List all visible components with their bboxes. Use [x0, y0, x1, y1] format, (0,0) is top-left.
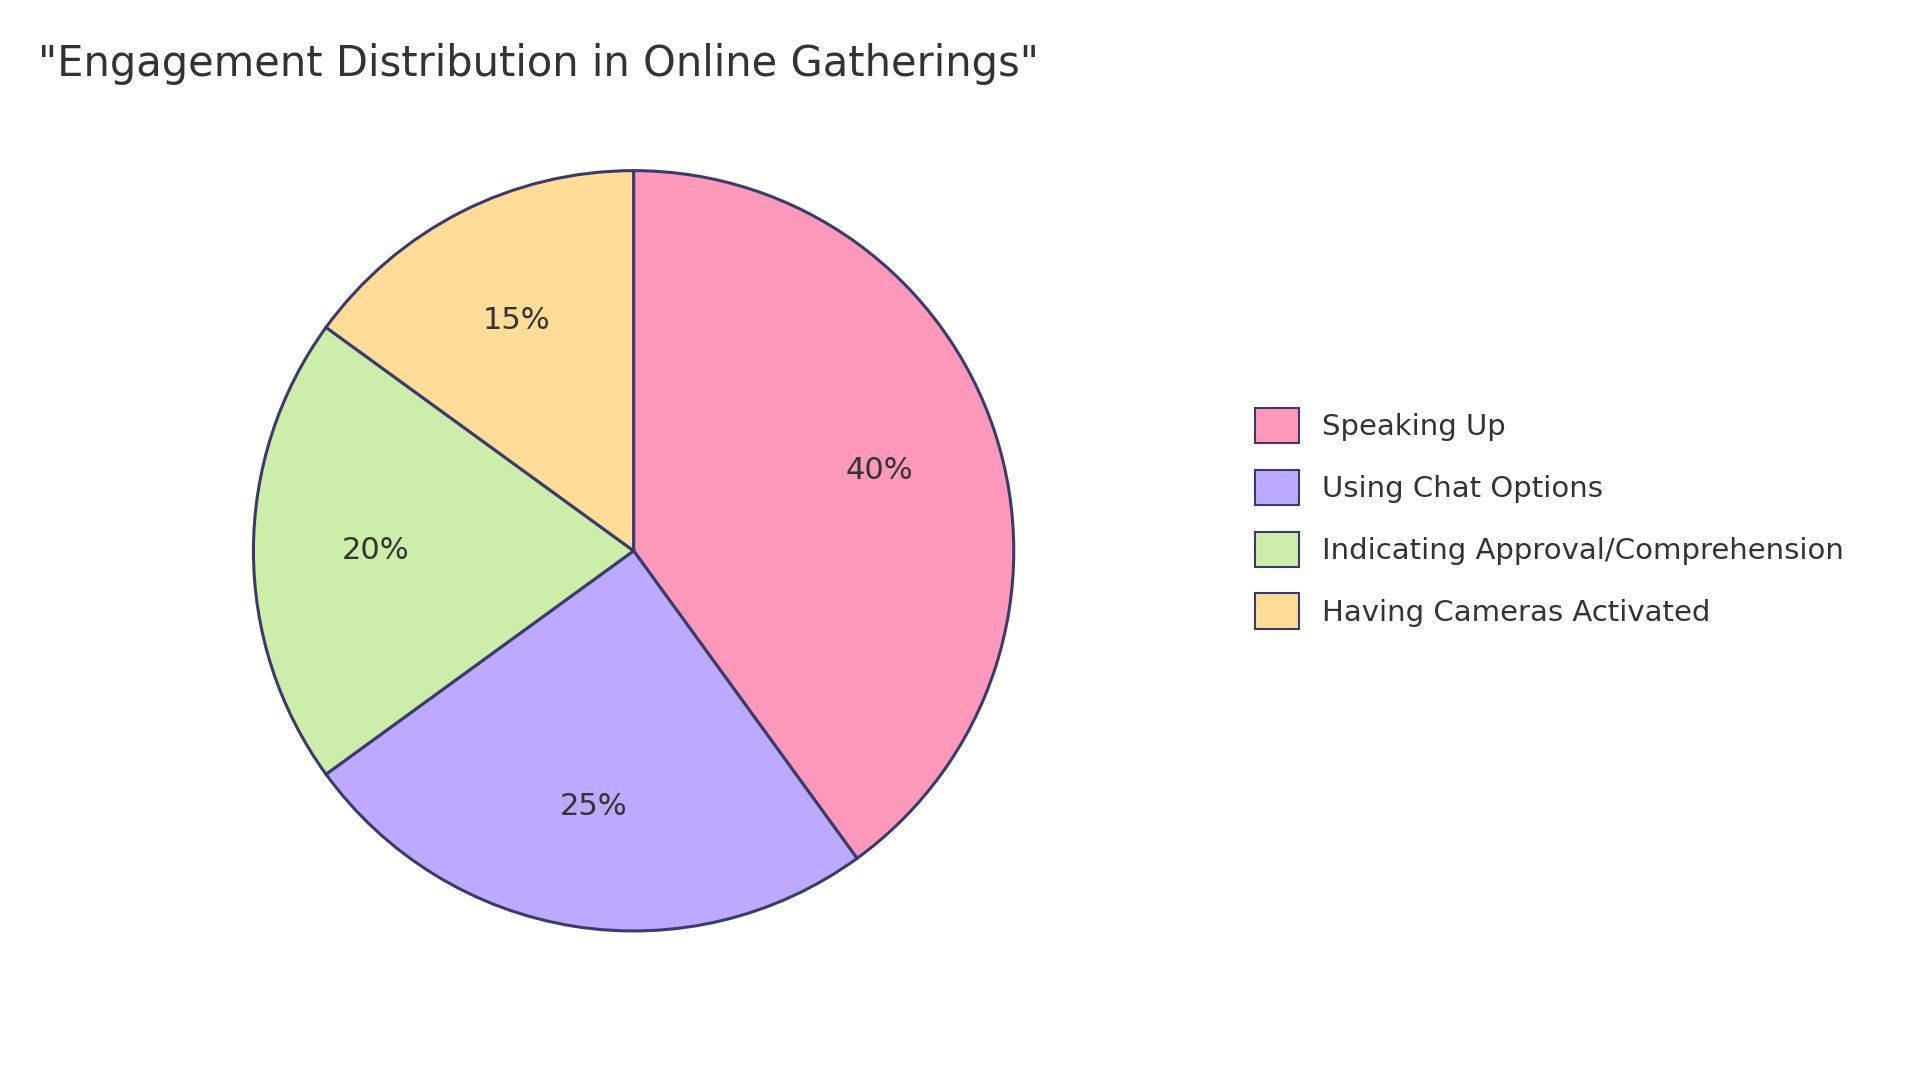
Text: 20%: 20%: [342, 537, 409, 565]
Wedge shape: [326, 551, 856, 931]
Wedge shape: [326, 171, 634, 551]
Text: "Engagement Distribution in Online Gatherings": "Engagement Distribution in Online Gathe…: [38, 43, 1039, 85]
Wedge shape: [634, 171, 1014, 859]
Legend: Speaking Up, Using Chat Options, Indicating Approval/Comprehension, Having Camer: Speaking Up, Using Chat Options, Indicat…: [1244, 396, 1855, 640]
Text: 25%: 25%: [559, 792, 628, 821]
Text: 15%: 15%: [482, 306, 549, 335]
Wedge shape: [253, 327, 634, 774]
Text: 40%: 40%: [845, 457, 914, 485]
